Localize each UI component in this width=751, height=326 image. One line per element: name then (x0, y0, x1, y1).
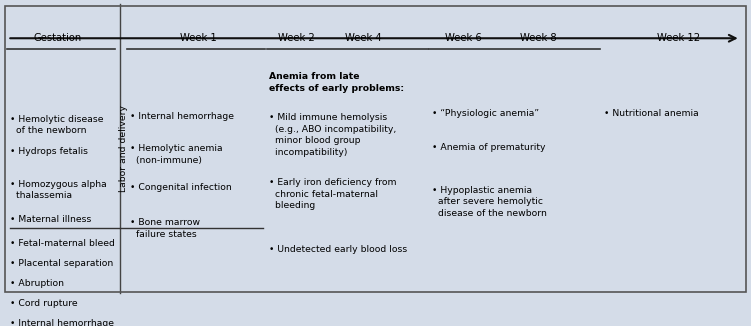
Text: • Internal hemorrhage: • Internal hemorrhage (11, 319, 114, 326)
Text: • Homozygous alpha
  thalassemia: • Homozygous alpha thalassemia (11, 180, 107, 200)
Text: • Bone marrow
  failure states: • Bone marrow failure states (130, 218, 201, 239)
Text: • Hemolytic disease
  of the newborn: • Hemolytic disease of the newborn (11, 115, 104, 135)
Text: Labor and delivery: Labor and delivery (119, 105, 128, 192)
Text: Week 6: Week 6 (445, 33, 482, 43)
Text: • Congenital infection: • Congenital infection (130, 183, 232, 192)
Text: • “Physiologic anemia”: • “Physiologic anemia” (432, 109, 538, 118)
Text: • Cord rupture: • Cord rupture (11, 299, 78, 308)
Text: • Nutritional anemia: • Nutritional anemia (605, 109, 699, 118)
Text: Week 12: Week 12 (657, 33, 700, 43)
Text: • Fetal-maternal bleed: • Fetal-maternal bleed (11, 239, 115, 248)
Text: • Abruption: • Abruption (11, 279, 65, 288)
Text: Week 1: Week 1 (179, 33, 216, 43)
Text: • Hypoplastic anemia
  after severe hemolytic
  disease of the newborn: • Hypoplastic anemia after severe hemoly… (432, 186, 547, 217)
Text: • Undetected early blood loss: • Undetected early blood loss (270, 245, 408, 254)
Text: • Hydrops fetalis: • Hydrops fetalis (11, 147, 89, 156)
Text: • Placental separation: • Placental separation (11, 259, 113, 268)
Text: • Mild immune hemolysis
  (e.g., ABO incompatibility,
  minor blood group
  inco: • Mild immune hemolysis (e.g., ABO incom… (270, 113, 397, 157)
Text: • Anemia of prematurity: • Anemia of prematurity (432, 143, 545, 152)
Text: • Hemolytic anemia
  (non-immune): • Hemolytic anemia (non-immune) (130, 144, 223, 165)
Text: • Internal hemorrhage: • Internal hemorrhage (130, 112, 234, 121)
Text: Gestation: Gestation (33, 33, 82, 43)
Text: Week 8: Week 8 (520, 33, 557, 43)
Text: • Early iron deficiency from
  chronic fetal-maternal
  bleeding: • Early iron deficiency from chronic fet… (270, 178, 397, 210)
Text: • Maternal illness: • Maternal illness (11, 215, 92, 224)
Text: Week 4: Week 4 (345, 33, 382, 43)
Text: Week 2: Week 2 (278, 33, 315, 43)
Text: Anemia from late
effects of early problems:: Anemia from late effects of early proble… (270, 72, 404, 93)
